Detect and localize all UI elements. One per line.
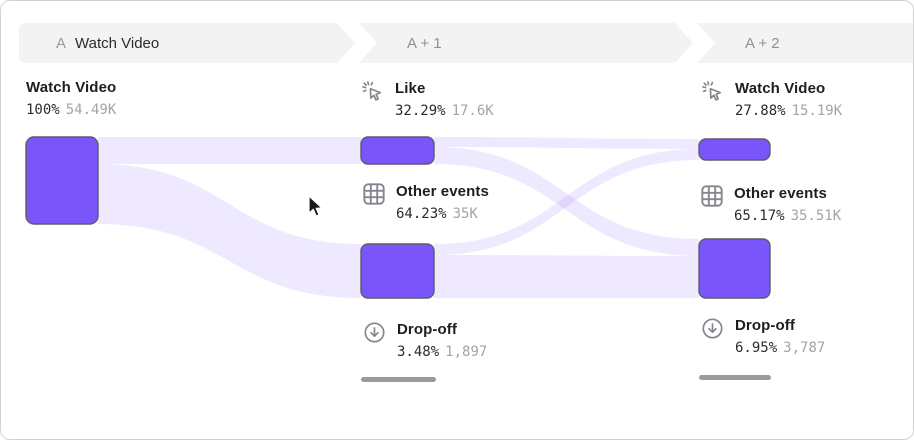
event-metrics: 6.95% 3,787 (735, 338, 825, 358)
event-title: Drop-off (397, 321, 457, 338)
grid-icon (701, 185, 723, 207)
event-metrics: 32.29% 17.6K (395, 101, 494, 121)
node-other-events-a1[interactable] (360, 243, 435, 299)
node-like-a1[interactable] (360, 136, 435, 165)
event-label-watch-video-a[interactable]: Watch Video 100% 54.49K (26, 78, 116, 120)
flow-like-oe3[interactable] (434, 147, 699, 256)
event-title: Watch Video (735, 80, 826, 97)
event-pct: 32.29% (395, 103, 446, 119)
event-title: Other events (396, 183, 489, 200)
event-metrics: 3.48% 1,897 (397, 342, 487, 362)
node-watch-video-a2[interactable] (698, 138, 771, 161)
event-title: Watch Video (26, 79, 117, 96)
event-label-dropoff-a1[interactable]: Drop-off 3.48% 1,897 (363, 320, 487, 362)
dropoff-bar-a2[interactable] (699, 375, 771, 380)
step-header-a2[interactable]: A + 2 (697, 23, 913, 63)
node-watch-video-a[interactable] (25, 136, 99, 225)
flow-wv1-oe2[interactable] (98, 164, 361, 298)
event-label-like-a1[interactable]: Like 32.29% 17.6K (361, 79, 494, 121)
step-label: A + 2 (745, 34, 780, 52)
event-title: Drop-off (735, 317, 795, 334)
event-count: 17.6K (451, 103, 494, 119)
cursor-click-icon (361, 80, 384, 103)
flow-oe2-oe3[interactable] (434, 255, 699, 298)
event-label-other-events-a2[interactable]: Other events 65.17% 35.51K (701, 184, 841, 226)
event-label-dropoff-a2[interactable]: Drop-off 6.95% 3,787 (701, 316, 825, 358)
event-label-watch-video-a2[interactable]: Watch Video 27.88% 15.19K (701, 79, 842, 121)
step-header-a1[interactable]: A + 1 (359, 23, 693, 63)
event-pct: 100% (26, 102, 60, 118)
flow-wv1-like[interactable] (98, 137, 361, 164)
step-label: Watch Video (75, 34, 160, 52)
grid-icon (363, 183, 385, 205)
mouse-cursor (308, 195, 323, 217)
step-header-a[interactable]: A Watch Video (19, 23, 355, 63)
flow-oe2-wv3[interactable] (434, 149, 699, 255)
event-pct: 65.17% (734, 208, 785, 224)
event-pct: 6.95% (735, 340, 778, 356)
event-pct: 64.23% (396, 206, 447, 222)
event-metrics: 65.17% 35.51K (734, 206, 841, 226)
event-pct: 3.48% (397, 344, 440, 360)
event-count: 35K (452, 206, 478, 222)
step-letter: A (56, 34, 67, 52)
node-other-events-a2[interactable] (698, 238, 771, 299)
event-metrics: 27.88% 15.19K (735, 101, 842, 121)
event-metrics: 100% 54.49K (26, 100, 116, 120)
arrow-down-circle-icon (701, 317, 724, 340)
event-pct: 27.88% (735, 103, 786, 119)
step-label: A + 1 (407, 34, 442, 52)
event-count: 3,787 (783, 340, 826, 356)
event-count: 35.51K (790, 208, 842, 224)
event-label-other-events-a1[interactable]: Other events 64.23% 35K (363, 182, 489, 224)
cursor-click-icon (701, 80, 724, 103)
event-metrics: 64.23% 35K (396, 204, 489, 224)
flow-like-wv3[interactable] (434, 137, 699, 149)
event-title: Like (395, 80, 426, 97)
event-title: Other events (734, 185, 827, 202)
arrow-down-circle-icon (363, 321, 386, 344)
dropoff-bar-a1[interactable] (361, 377, 436, 382)
event-count: 54.49K (65, 102, 117, 118)
event-count: 1,897 (445, 344, 488, 360)
event-count: 15.19K (791, 103, 843, 119)
